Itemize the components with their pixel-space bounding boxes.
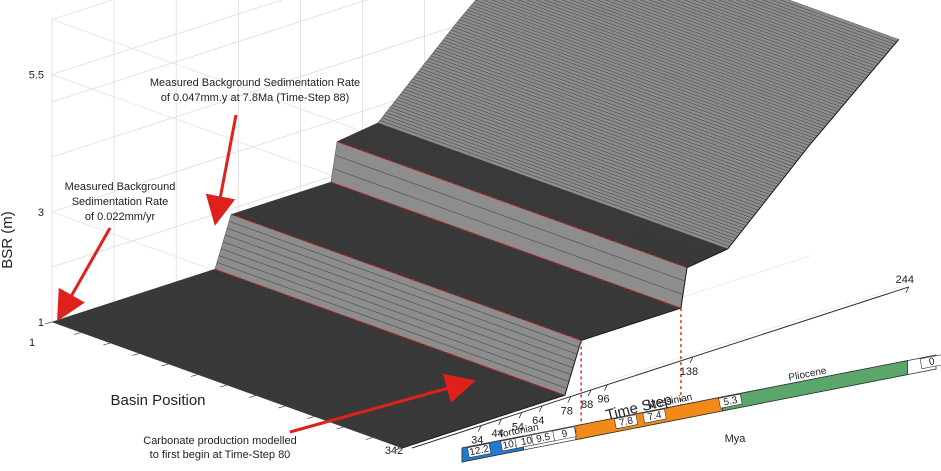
z-tick-label: 3 [38, 207, 44, 219]
grid-line [51, 0, 284, 75]
annotation-bsr-047: Measured Background Sedimentation Rate o… [150, 77, 360, 226]
time-step-tick-mark [604, 384, 608, 391]
age-marker-label: 5.3 [723, 395, 739, 409]
age-marker-label: 7.8 [618, 415, 634, 429]
time-step-tick-label: 138 [680, 366, 698, 378]
age-marker-box [919, 354, 941, 370]
time-step-tick-mark [477, 425, 482, 432]
age-marker: 7.4 [642, 408, 667, 424]
annotation-line: Measured Background Sedimentation Rate [150, 77, 360, 89]
annotation-arrow [289, 373, 476, 434]
basin-tick-mark [161, 363, 169, 367]
age-marker-box [467, 443, 492, 458]
annotation-carbonate: Carbonate production modelled to first b… [143, 373, 476, 461]
time-step-tick-mark [518, 412, 523, 419]
annotation-bsr-022: Measured Background Sedimentation Rate o… [57, 181, 176, 322]
time-step-tick-mark [905, 286, 910, 294]
basin-tick-label: 342 [385, 445, 403, 457]
age-marker-box [718, 393, 743, 409]
time-step-axis-line [411, 286, 909, 449]
annotation-line: Carbonate production modelled [143, 435, 297, 447]
time-step-tick-label: 44 [491, 428, 503, 440]
age-marker: 0 [919, 354, 941, 370]
basin-tick-mark [132, 353, 140, 356]
age-marker: 9.5 [531, 430, 556, 446]
time-step-marker-line [330, 181, 682, 309]
time-step-tick-label: 244 [896, 274, 914, 286]
age-marker-label: 12.2 [469, 444, 491, 459]
annotation-line: of 0.047mm.y at 7.8Ma (Time-Step 88) [161, 92, 350, 104]
time-step-tick-mark [567, 396, 572, 403]
annotation-line: of 0.022mm/yr [85, 211, 156, 223]
basin-tick-mark [307, 416, 315, 419]
age-marker-label: 0 [928, 356, 936, 368]
y-axis-label: Basin Position [110, 392, 205, 409]
time-step-tick-mark [498, 418, 502, 426]
time-step-tick-label: 64 [532, 415, 544, 427]
age-marker-label: 9 [561, 428, 569, 440]
age-marker: 7.8 [613, 414, 639, 430]
time-step-tick-mark [538, 405, 543, 412]
basin-tick-mark [74, 332, 82, 335]
basin-tick-mark [336, 426, 344, 430]
time-step-tick-label: 96 [597, 394, 609, 406]
grid-line [51, 19, 403, 146]
age-marker: 12.2 [467, 443, 492, 459]
time-step-marker-line [214, 268, 566, 396]
age-marker-label: 10 [520, 435, 533, 448]
time-step-tick-mark [587, 389, 592, 397]
annotation-line: Measured Background [65, 181, 176, 193]
surface-plot [51, 0, 900, 449]
basin-tick-mark [394, 447, 403, 451]
age-marker: 9 [552, 426, 577, 442]
basin-tick-mark [249, 395, 257, 398]
annotation-arrow [57, 227, 112, 322]
annotation-arrow [205, 114, 238, 226]
axes: 1 3 5.5 1 342 34 44 54 64 78 88 96 138 244 [29, 70, 914, 458]
time-step-marker-lines [214, 141, 688, 440]
time-step-tick-label: 54 [512, 421, 524, 433]
timescale-label: Mya [725, 433, 747, 445]
age-marker-box [613, 414, 639, 430]
basin-tick-mark [278, 405, 286, 409]
grid-line [51, 0, 368, 103]
time-step-tick-label: 34 [471, 435, 483, 447]
age-marker-box [552, 426, 577, 442]
time-step-tick-label: 88 [581, 399, 593, 411]
age-marker: 5.3 [718, 393, 743, 409]
time-step-tick-label: 78 [561, 406, 573, 418]
z-tick-label: 5.5 [29, 70, 44, 82]
age-marker-label: 7.4 [647, 410, 663, 424]
basin-tick-mark [190, 374, 198, 377]
annotation-line: Sedimentation Rate [72, 196, 169, 208]
time-step-tick-mark [689, 356, 694, 364]
basin-tick-mark [219, 384, 228, 388]
z-axis-label: BSR (m) [0, 211, 16, 269]
z-tick-label: 1 [38, 317, 44, 329]
basin-tick-mark [365, 437, 373, 440]
age-marker-label: 9.5 [535, 432, 551, 446]
time-step-marker-line [336, 141, 688, 269]
age-marker-box [642, 408, 667, 424]
time-step-marker-line [230, 213, 582, 341]
annotation-line: to first begin at Time-Step 80 [150, 449, 291, 461]
surface-front-edge [401, 39, 900, 449]
basin-tick-mark [44, 321, 53, 325]
basin-tick-mark [103, 342, 111, 346]
basin-tick-label: 1 [29, 337, 35, 349]
